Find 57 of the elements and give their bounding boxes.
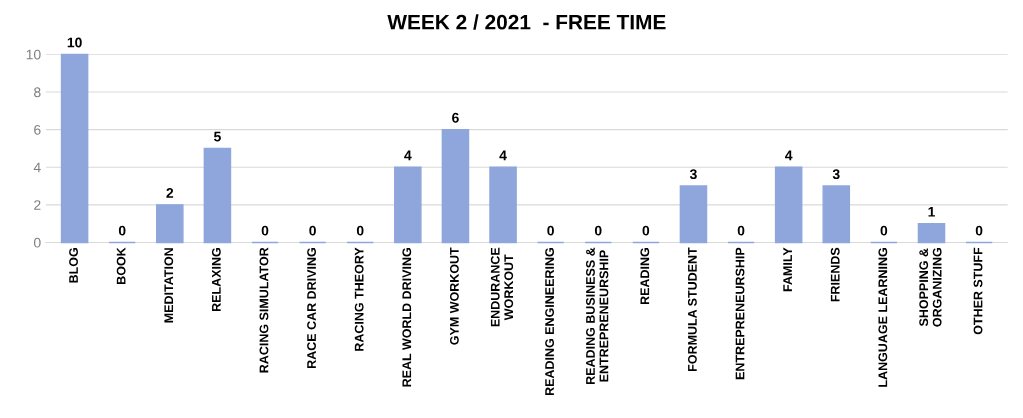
bar xyxy=(203,147,232,244)
x-tick-label: READING xyxy=(640,248,650,305)
data-label: 4 xyxy=(404,150,412,161)
bar xyxy=(917,222,946,244)
data-label: 0 xyxy=(975,225,983,236)
data-label: 0 xyxy=(118,225,126,236)
data-label: 0 xyxy=(547,225,554,236)
x-tick-label: RACE CAR DRIVING xyxy=(307,248,316,368)
bar xyxy=(156,204,184,244)
x-tick-label: RACING SIMULATOR xyxy=(259,247,269,373)
x-tick-label: FAMILY xyxy=(783,247,792,292)
bar xyxy=(394,166,422,244)
bar xyxy=(489,166,517,244)
data-label: 0 xyxy=(594,225,602,236)
data-label: 0 xyxy=(880,225,888,236)
data-label: 1 xyxy=(928,207,935,217)
x-tick-label: FORMULA STUDENT xyxy=(687,247,697,371)
x-tick-label: OTHER STUFF xyxy=(973,247,983,335)
data-label: 2 xyxy=(166,188,174,198)
data-label: 10 xyxy=(67,37,82,48)
data-label: 4 xyxy=(499,150,507,161)
x-tick-label: ENTREPRENEURSHIP xyxy=(735,247,745,380)
x-tick-label: BOOK xyxy=(116,247,126,284)
y-tick-label: 8 xyxy=(34,87,41,98)
y-tick-label: 4 xyxy=(33,162,41,173)
bar xyxy=(822,185,851,244)
bar xyxy=(679,185,708,244)
chart-title: WEEK 2 / 2021 - FREE TIME xyxy=(387,14,666,30)
x-tick-label: LANGUAGE LEARNING xyxy=(878,248,888,387)
data-label: 0 xyxy=(737,225,745,236)
x-tick-label: FRIENDS xyxy=(830,247,840,302)
x-tick-label: RELAXING xyxy=(211,248,221,312)
x-tick-label: GYM WORKOUT xyxy=(449,247,459,345)
x-tick-label: ENDURANCE WORKOUT xyxy=(490,247,514,327)
x-tick-label: BLOG xyxy=(69,248,78,283)
y-tick-label: 0 xyxy=(33,237,41,248)
x-tick-label: MEDITATION xyxy=(164,248,174,323)
y-tick-label: 2 xyxy=(34,200,41,210)
bar xyxy=(774,166,803,244)
data-label: 5 xyxy=(213,131,221,142)
data-label: 6 xyxy=(452,112,459,123)
data-label: 3 xyxy=(689,169,697,180)
x-tick-label: SHOPPING & ORGANIZING xyxy=(919,248,942,327)
data-label: 3 xyxy=(832,169,840,180)
y-tick-label: 6 xyxy=(34,124,41,135)
data-label: 0 xyxy=(261,225,269,236)
x-tick-label: REAL WORLD DRIVING xyxy=(402,248,412,387)
data-label: 0 xyxy=(642,225,650,236)
data-label: 0 xyxy=(309,225,316,236)
data-label: 4 xyxy=(785,150,793,161)
x-tick-label: RACING THEORY xyxy=(354,247,364,351)
x-tick-label: READING BUSINESS & ENTREPRENEURSHIP xyxy=(586,247,609,384)
y-tick-label: 10 xyxy=(26,49,41,60)
data-label: 0 xyxy=(356,225,364,236)
bar xyxy=(441,128,470,244)
x-tick-label: READING ENGINEERING xyxy=(545,248,554,396)
bar xyxy=(60,53,89,244)
